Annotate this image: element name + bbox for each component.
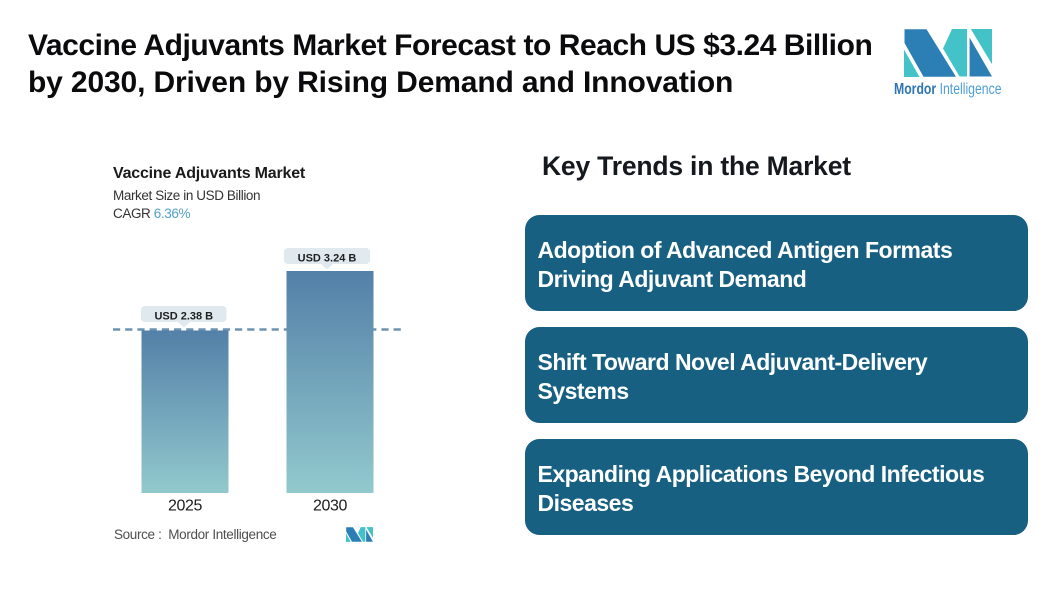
svg-text:USD 3.24 B: USD 3.24 B	[298, 252, 357, 264]
svg-text:USD 2.38 B: USD 2.38 B	[154, 311, 213, 323]
svg-text:2025: 2025	[168, 498, 202, 515]
svg-text:2030: 2030	[313, 498, 347, 515]
